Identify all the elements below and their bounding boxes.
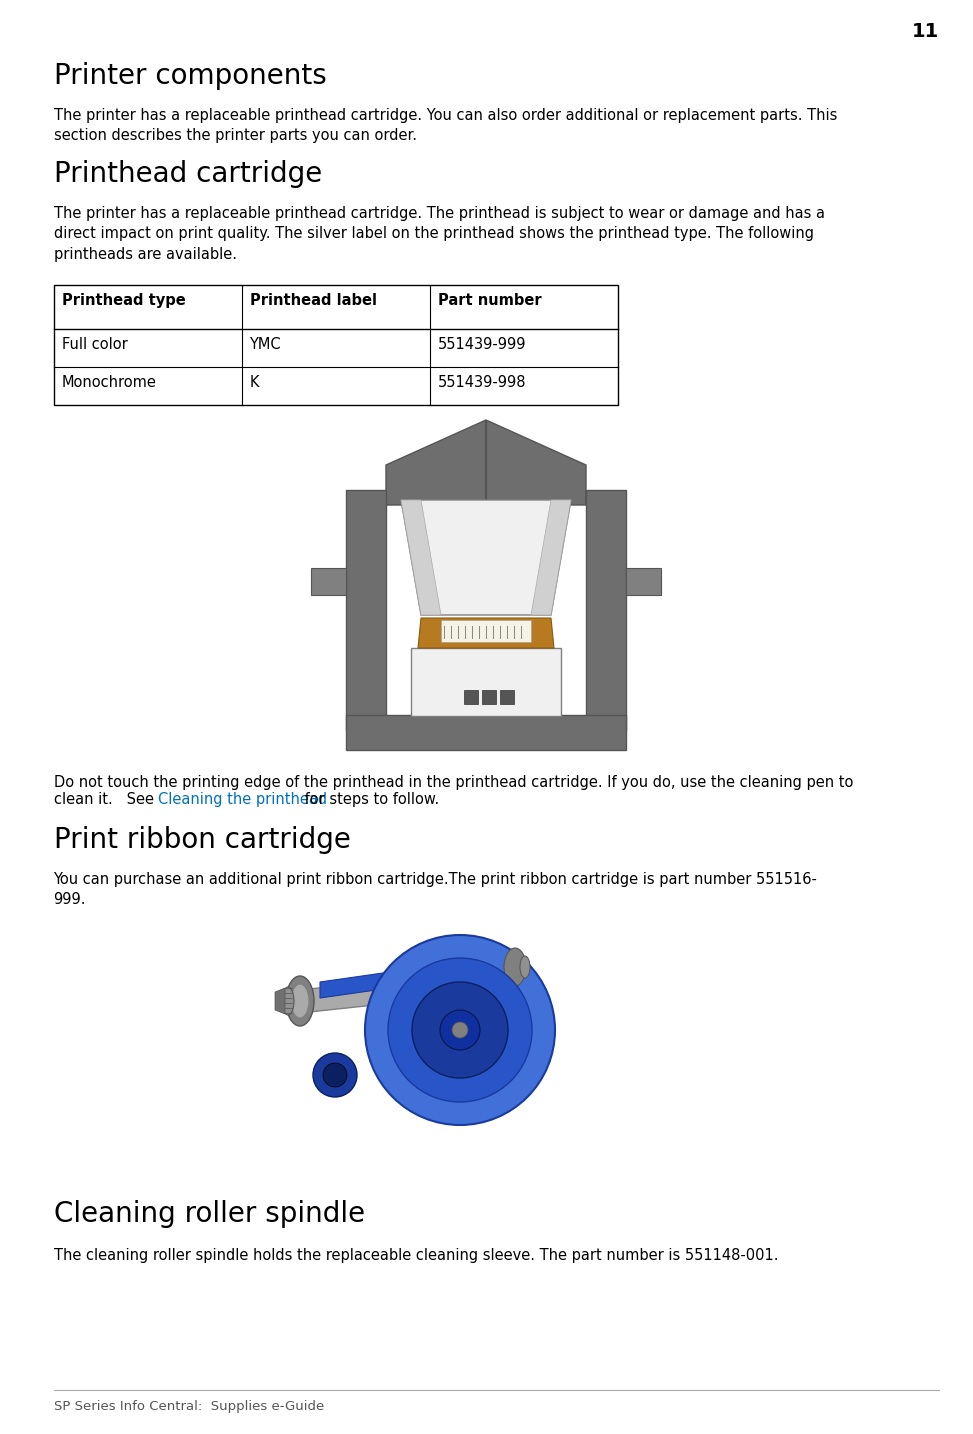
Text: Do not touch the printing edge of the printhead in the printhead cartridge. If y: Do not touch the printing edge of the pr… [54,774,853,790]
Polygon shape [386,420,586,505]
Circle shape [412,982,508,1078]
Circle shape [323,1063,347,1087]
Circle shape [440,1010,480,1050]
Circle shape [388,958,532,1101]
Text: K: K [249,376,259,390]
Polygon shape [311,568,346,595]
Text: Printhead label: Printhead label [249,293,377,308]
Text: SP Series Info Central:  Supplies e-Guide: SP Series Info Central: Supplies e-Guide [54,1400,324,1412]
Text: The cleaning roller spindle holds the replaceable cleaning sleeve. The part numb: The cleaning roller spindle holds the re… [54,1248,778,1263]
Bar [411,648,561,716]
Ellipse shape [504,948,526,987]
Text: The printer has a replaceable printhead cartridge. The printhead is subject to w: The printer has a replaceable printhead … [54,206,824,262]
Circle shape [452,1022,468,1038]
Polygon shape [275,988,285,1014]
Text: The printer has a replaceable printhead cartridge. You can also order additional: The printer has a replaceable printhead … [54,108,837,143]
Polygon shape [346,716,626,750]
Polygon shape [586,490,626,730]
Text: Printer components: Printer components [54,62,326,90]
Circle shape [313,1053,357,1097]
Text: 551439-999: 551439-999 [438,337,526,351]
Text: You can purchase an additional print ribbon cartridge.The print ribbon cartridge: You can purchase an additional print rib… [54,872,817,908]
Text: Full color: Full color [61,337,127,351]
Ellipse shape [286,977,314,1025]
Bar [464,690,478,704]
Text: YMC: YMC [249,337,281,351]
Ellipse shape [282,987,294,1015]
Polygon shape [346,490,386,730]
Text: 551439-998: 551439-998 [438,376,526,390]
Circle shape [365,935,555,1126]
Text: 11: 11 [912,22,939,42]
Ellipse shape [520,956,530,978]
Polygon shape [626,568,661,595]
Polygon shape [401,500,441,615]
Polygon shape [320,962,460,998]
Bar [54,285,618,404]
Text: Printhead cartridge: Printhead cartridge [54,161,322,188]
Text: for steps to follow.: for steps to follow. [300,792,439,807]
Text: Printhead type: Printhead type [61,293,185,308]
Text: Cleaning the printhead: Cleaning the printhead [158,792,327,807]
Bar [441,619,531,642]
Text: Cleaning roller spindle: Cleaning roller spindle [54,1200,365,1228]
Polygon shape [418,618,554,648]
Polygon shape [440,955,510,992]
Text: Monochrome: Monochrome [61,376,157,390]
Polygon shape [401,500,571,615]
Text: Print ribbon cartridge: Print ribbon cartridge [54,826,350,855]
Text: Part number: Part number [438,293,541,308]
Bar [500,690,514,704]
Bar [482,690,496,704]
Text: clean it.   See: clean it. See [54,792,159,807]
Ellipse shape [291,984,309,1018]
Polygon shape [531,500,571,615]
Polygon shape [300,975,440,1012]
